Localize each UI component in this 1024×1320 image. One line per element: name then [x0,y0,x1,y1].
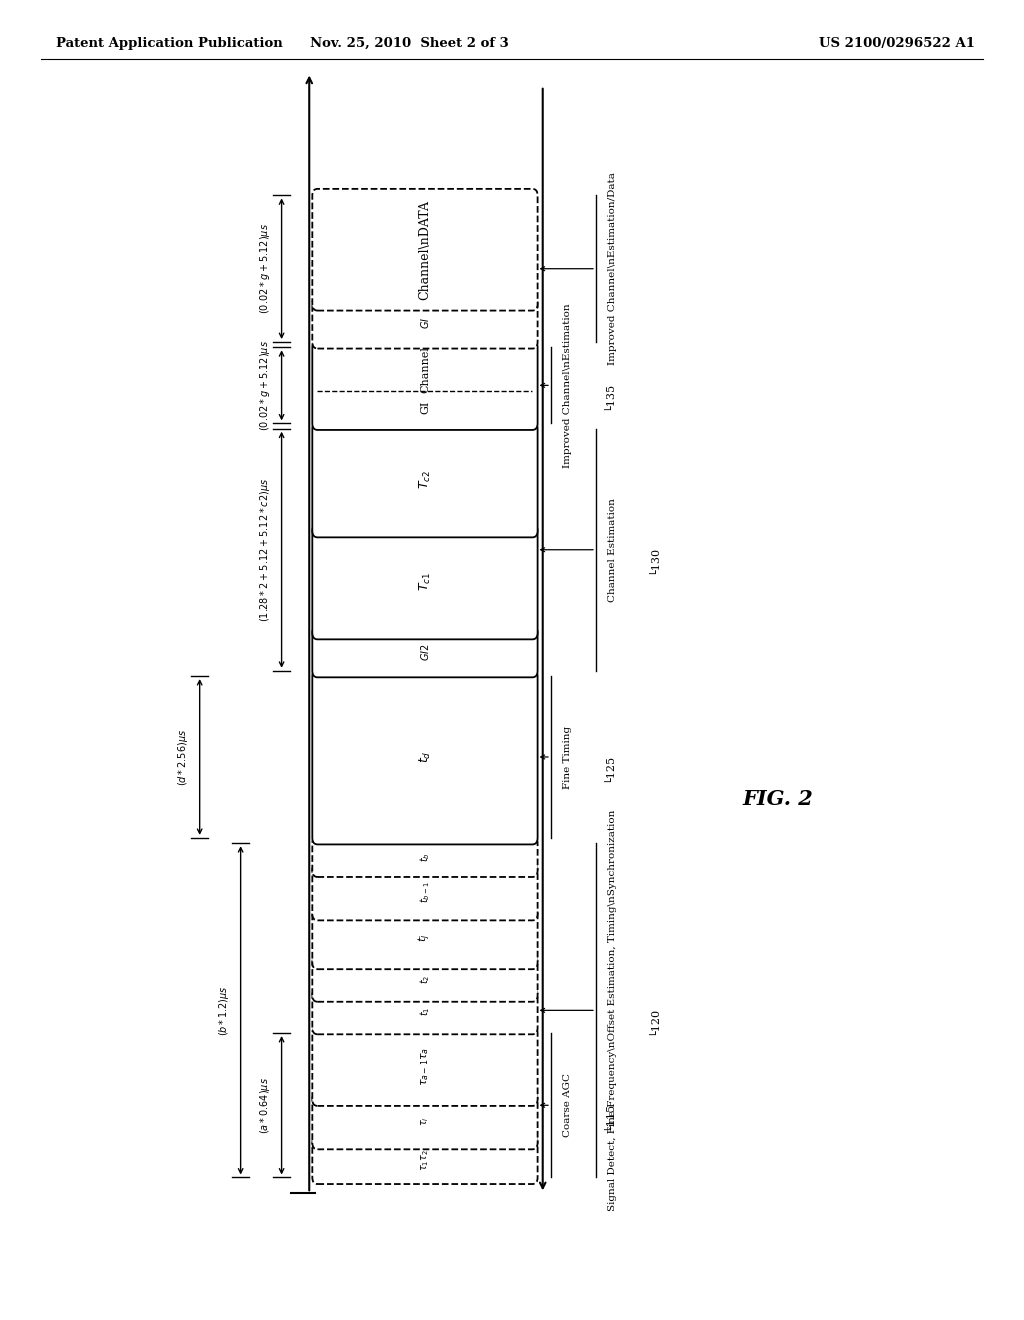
Text: └120: └120 [649,1007,659,1035]
FancyBboxPatch shape [312,1137,538,1184]
Text: Coarse AGC: Coarse AGC [563,1073,572,1138]
FancyBboxPatch shape [312,297,538,348]
FancyBboxPatch shape [312,837,538,876]
FancyBboxPatch shape [312,907,538,969]
FancyBboxPatch shape [312,1027,538,1106]
Text: $t_1$: $t_1$ [418,1007,432,1016]
Text: Channel: Channel [420,346,430,393]
Text: $(1.28 * 2 + 5.12 + 5.12 * c2)\mu s$: $(1.28 * 2 + 5.12 + 5.12 * c2)\mu s$ [258,478,272,622]
Text: $t_2$: $t_2$ [418,974,432,983]
Text: $t_j$: $t_j$ [417,935,433,942]
Text: Fine Timing: Fine Timing [563,726,572,788]
Text: US 2100/0296522 A1: US 2100/0296522 A1 [819,37,975,50]
Text: └130: └130 [649,546,659,574]
Text: └135: └135 [604,381,614,411]
Text: $GI$: $GI$ [419,317,431,329]
Text: FIG. 2: FIG. 2 [742,788,814,809]
Text: Improved Channel\nEstimation/Data: Improved Channel\nEstimation/Data [608,173,617,366]
FancyBboxPatch shape [312,863,538,920]
Text: $(0.02 * g + 5.12)\mu s$: $(0.02 * g + 5.12)\mu s$ [258,223,272,314]
Text: GI: GI [420,401,430,414]
Text: $\tau_1\tau_2$: $\tau_1\tau_2$ [419,1150,431,1171]
FancyBboxPatch shape [312,669,538,845]
Text: $t_b$: $t_b$ [418,851,432,862]
FancyBboxPatch shape [312,189,538,310]
Text: $\tau_{a-1}\tau_a$: $\tau_{a-1}\tau_a$ [419,1047,431,1086]
Text: $T_{c2}$: $T_{c2}$ [418,470,432,490]
Text: $GI2$: $GI2$ [419,643,431,660]
Text: $T_{c1}$: $T_{c1}$ [418,572,432,591]
Text: $\tau_i$: $\tau_i$ [419,1117,431,1126]
Text: $(d * 2.56)\mu s$: $(d * 2.56)\mu s$ [176,729,190,785]
Text: Channel\nDATA: Channel\nDATA [419,199,431,300]
Text: Channel Estimation: Channel Estimation [608,498,617,602]
Text: Improved Channel\nEstimation: Improved Channel\nEstimation [563,304,572,467]
FancyBboxPatch shape [312,626,538,677]
Text: └125: └125 [604,754,614,781]
Text: Patent Application Publication: Patent Application Publication [56,37,283,50]
Text: $t_d$: $t_d$ [418,751,432,763]
FancyBboxPatch shape [312,956,538,1002]
Text: $(a * 0.64)\mu s$: $(a * 0.64)\mu s$ [258,1077,272,1134]
Text: └115: └115 [604,1102,614,1130]
FancyBboxPatch shape [312,1093,538,1150]
Text: $t_{b-1}$: $t_{b-1}$ [418,880,432,903]
FancyBboxPatch shape [312,341,538,430]
Text: $(b * 1.2)\mu s$: $(b * 1.2)\mu s$ [217,985,231,1036]
Text: Nov. 25, 2010  Sheet 2 of 3: Nov. 25, 2010 Sheet 2 of 3 [310,37,509,50]
Text: $(0.02 * g + 5.12)\mu s$: $(0.02 * g + 5.12)\mu s$ [258,339,272,430]
Text: Signal Detect, Fine Frequency\nOffset Estimation, Timing\nSynchronization: Signal Detect, Fine Frequency\nOffset Es… [608,809,617,1210]
FancyBboxPatch shape [312,524,538,639]
FancyBboxPatch shape [312,422,538,537]
FancyBboxPatch shape [312,989,538,1035]
